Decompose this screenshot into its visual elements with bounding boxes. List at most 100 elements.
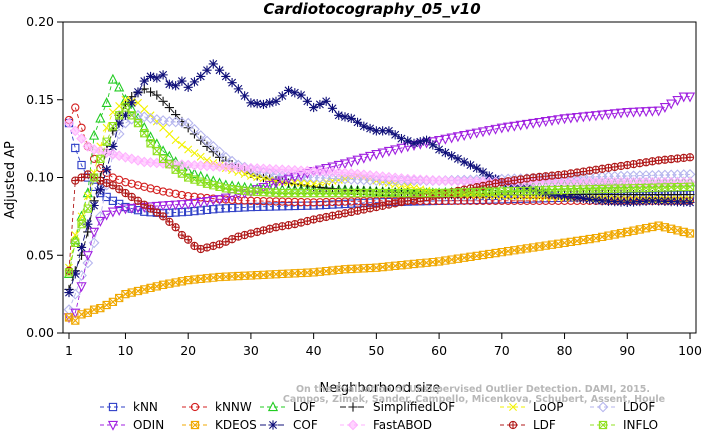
legend-item-ldof: LDOF xyxy=(590,400,655,414)
data-point-loop xyxy=(303,179,312,188)
plot-area xyxy=(63,59,696,325)
data-point-knnw xyxy=(284,197,293,206)
data-point-cof xyxy=(622,197,632,207)
data-point-odin xyxy=(327,162,338,173)
data-point-cof xyxy=(428,140,438,150)
data-point-cof xyxy=(440,148,450,158)
data-point-odin xyxy=(176,200,188,211)
data-point-cof xyxy=(447,151,457,161)
legend-swatch-marker xyxy=(508,420,518,430)
data-point-inflo xyxy=(133,118,143,128)
data-point-lof xyxy=(195,170,206,181)
chart-title: Cardiotocography_05_v10 xyxy=(263,0,480,18)
data-point-inflo xyxy=(64,268,74,277)
data-point-simplifiedlof xyxy=(321,183,331,193)
data-point-cof xyxy=(321,96,331,106)
data-point-ldof xyxy=(264,168,276,179)
legend-swatch-marker xyxy=(108,402,118,412)
data-point-ldf xyxy=(158,212,168,221)
legend-label-cof: COF xyxy=(293,418,318,432)
data-point-cof xyxy=(246,98,256,108)
data-point-ldf xyxy=(265,224,274,233)
data-point-cof xyxy=(171,81,181,91)
legend-item-simplifiedlof: SimplifiedLOF xyxy=(340,400,455,414)
data-point-lof xyxy=(95,112,106,123)
data-point-cof xyxy=(578,193,588,204)
data-point-cof xyxy=(365,123,375,134)
data-point-loop xyxy=(184,145,193,154)
data-point-odin xyxy=(634,107,645,118)
x-tick-label: 90 xyxy=(619,343,635,358)
legend-label-odin: ODIN xyxy=(133,418,164,432)
legend-swatch-marker xyxy=(597,401,609,413)
data-point-odin xyxy=(364,151,376,162)
data-point-inflo xyxy=(77,220,86,229)
data-point-inflo xyxy=(121,103,130,112)
data-point-knn xyxy=(271,202,281,211)
data-point-cof xyxy=(559,191,570,201)
data-point-simplifiedlof xyxy=(208,147,218,157)
data-point-cof xyxy=(202,65,212,75)
data-point-odin xyxy=(377,148,388,159)
data-point-odin xyxy=(609,109,620,120)
data-point-lof xyxy=(139,121,150,132)
legend-swatch-marker xyxy=(268,420,278,430)
data-point-cof xyxy=(666,197,676,207)
data-point-odin xyxy=(578,112,589,123)
data-point-loop xyxy=(240,170,249,178)
data-point-odin xyxy=(189,198,200,209)
data-point-loop xyxy=(165,129,174,138)
data-point-odin xyxy=(484,126,495,137)
data-point-ldof xyxy=(182,117,194,129)
data-point-cof xyxy=(415,137,425,147)
data-point-cof xyxy=(334,110,344,120)
data-point-ldf xyxy=(146,204,155,213)
watermark-line-2: Campos, Zimek, Sander, Campello, Micenko… xyxy=(283,394,665,405)
series-inflo xyxy=(64,103,695,277)
data-point-inflo xyxy=(115,111,124,120)
data-point-knnw xyxy=(271,197,281,206)
data-point-knnw xyxy=(315,198,325,207)
data-point-cof xyxy=(221,71,231,82)
data-point-ldof xyxy=(138,111,150,123)
data-point-cof xyxy=(465,160,476,170)
data-point-lof xyxy=(145,131,156,142)
data-point-cof xyxy=(196,71,206,82)
data-point-lof xyxy=(157,145,169,156)
legend-swatch-marker xyxy=(190,420,200,430)
data-point-loop xyxy=(121,95,130,104)
x-tick-label: 80 xyxy=(557,343,573,358)
data-point-cof xyxy=(534,186,545,197)
data-point-cof xyxy=(290,88,300,98)
data-point-loop xyxy=(140,105,149,114)
data-point-cof xyxy=(233,84,243,94)
data-point-cof xyxy=(597,196,607,206)
data-point-odin xyxy=(603,109,614,120)
data-point-knn xyxy=(221,204,230,213)
data-point-fastabod xyxy=(396,173,407,184)
data-point-odin xyxy=(76,282,87,293)
data-point-inflo xyxy=(127,111,136,120)
data-point-cof xyxy=(120,110,131,120)
series-cof xyxy=(64,59,695,298)
data-point-odin xyxy=(622,108,633,118)
data-point-knnw xyxy=(171,189,180,198)
data-point-loop xyxy=(265,175,274,184)
data-point-knnw xyxy=(121,178,130,187)
data-point-cof xyxy=(133,87,143,97)
data-point-cof xyxy=(566,192,576,202)
legend-item-odin: ODIN xyxy=(100,418,164,432)
data-point-ldf xyxy=(140,200,149,209)
legend-item-inflo: INFLO xyxy=(590,418,658,432)
data-point-cof xyxy=(635,197,645,207)
data-point-odin xyxy=(107,207,119,218)
data-point-knn xyxy=(253,202,262,212)
data-point-knn xyxy=(77,160,86,170)
data-point-cof xyxy=(283,85,294,96)
data-point-fastabod xyxy=(339,167,351,179)
legend-swatch-marker xyxy=(347,419,359,431)
data-point-cof xyxy=(214,65,225,75)
data-point-cof xyxy=(102,165,112,175)
data-point-fastabod xyxy=(389,172,401,184)
